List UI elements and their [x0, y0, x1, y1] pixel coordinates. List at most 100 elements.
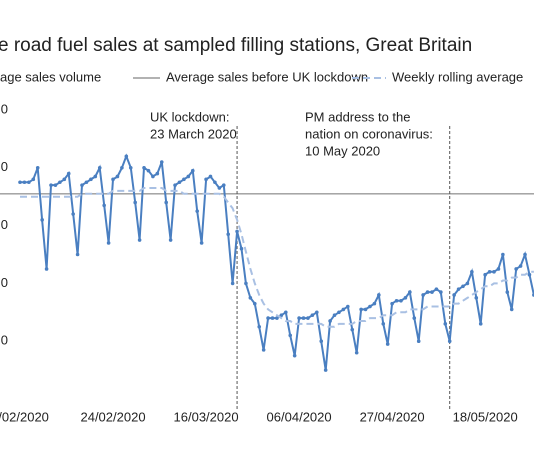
data-point — [306, 316, 310, 320]
data-point — [483, 272, 487, 277]
data-point — [106, 241, 111, 245]
data-point — [168, 238, 173, 242]
data-point — [248, 296, 253, 300]
data-point — [390, 301, 394, 306]
data-point — [235, 229, 239, 234]
data-point — [443, 322, 448, 326]
data-point — [452, 293, 456, 297]
x-tick-label: 3/02/2020 — [0, 409, 49, 424]
data-point — [213, 180, 217, 185]
data-point — [319, 339, 324, 344]
data-point — [372, 301, 377, 306]
data-point — [377, 293, 381, 297]
legend-label: Weekly rolling average — [392, 69, 523, 84]
data-point — [208, 174, 213, 179]
data-point — [102, 203, 106, 208]
data-point — [332, 313, 337, 317]
data-point — [18, 180, 22, 185]
data-point — [261, 348, 266, 352]
data-point — [474, 296, 479, 300]
data-point — [53, 183, 58, 187]
data-point — [279, 313, 284, 317]
series-line — [20, 187, 534, 328]
data-point — [447, 339, 452, 344]
data-point — [297, 316, 301, 320]
data-point — [412, 316, 417, 320]
data-point — [124, 154, 129, 159]
data-point — [496, 267, 501, 271]
data-point — [80, 183, 84, 187]
data-point — [408, 290, 412, 294]
data-point — [323, 368, 328, 372]
data-point — [89, 177, 93, 182]
legend-label: Average sales before UK lockdown — [166, 69, 368, 84]
data-point — [430, 290, 434, 294]
y-tick-label: 0 — [1, 101, 8, 116]
data-point — [66, 171, 71, 176]
data-point — [363, 307, 368, 312]
data-point — [301, 316, 306, 320]
x-tick-label: 24/02/2020 — [80, 409, 145, 424]
data-point — [275, 316, 279, 320]
data-point — [257, 324, 262, 329]
x-tick-label: 18/05/2020 — [453, 409, 518, 424]
data-point — [310, 313, 315, 317]
y-tick-label: 0 — [1, 159, 8, 174]
data-point — [470, 270, 474, 274]
x-tick-label: 27/04/2020 — [360, 409, 425, 424]
annotation-text: UK lockdown: — [150, 109, 229, 124]
data-point — [350, 327, 355, 332]
data-point — [133, 200, 137, 205]
data-point — [111, 177, 115, 182]
annotation-text: nation on coronavirus: — [305, 126, 433, 141]
y-tick-label: 0 — [1, 333, 8, 348]
data-point — [93, 174, 98, 179]
data-point — [195, 209, 199, 213]
chart-title: e road fuel sales at sampled filling sta… — [0, 35, 472, 56]
data-point — [354, 350, 359, 355]
data-point — [394, 298, 399, 303]
data-point — [204, 177, 208, 182]
data-point — [266, 316, 270, 320]
data-point — [315, 310, 319, 315]
data-point — [40, 218, 44, 222]
data-point — [71, 212, 75, 216]
data-point — [381, 322, 386, 326]
data-point — [151, 174, 155, 179]
annotation-text: PM address to the — [305, 109, 411, 124]
data-point — [292, 353, 297, 358]
data-point — [58, 180, 62, 185]
data-point — [416, 339, 421, 344]
data-point — [461, 284, 465, 289]
data-point — [456, 287, 461, 291]
data-point — [439, 290, 443, 294]
data-point — [527, 272, 532, 277]
data-point — [346, 304, 350, 309]
data-point — [368, 304, 372, 309]
data-point — [252, 301, 257, 306]
data-point — [385, 342, 390, 346]
data-point — [31, 177, 36, 182]
data-point — [120, 166, 124, 170]
data-point — [244, 281, 248, 286]
data-point — [284, 310, 288, 315]
data-point — [487, 270, 492, 274]
data-point — [186, 174, 191, 179]
x-tick-label: 16/03/2020 — [174, 409, 239, 424]
data-point — [62, 177, 67, 182]
data-point — [337, 310, 341, 315]
data-point — [288, 333, 293, 338]
data-point — [399, 298, 403, 303]
data-point — [49, 183, 53, 187]
data-point — [115, 174, 120, 179]
data-point — [341, 307, 346, 312]
data-point — [97, 166, 102, 170]
data-point — [359, 307, 363, 312]
y-tick-label: 0 — [1, 217, 8, 232]
data-point — [75, 252, 80, 257]
series-line — [20, 153, 534, 371]
data-point — [177, 180, 182, 185]
data-point — [221, 183, 226, 187]
data-point — [478, 322, 483, 326]
data-point — [501, 252, 505, 257]
